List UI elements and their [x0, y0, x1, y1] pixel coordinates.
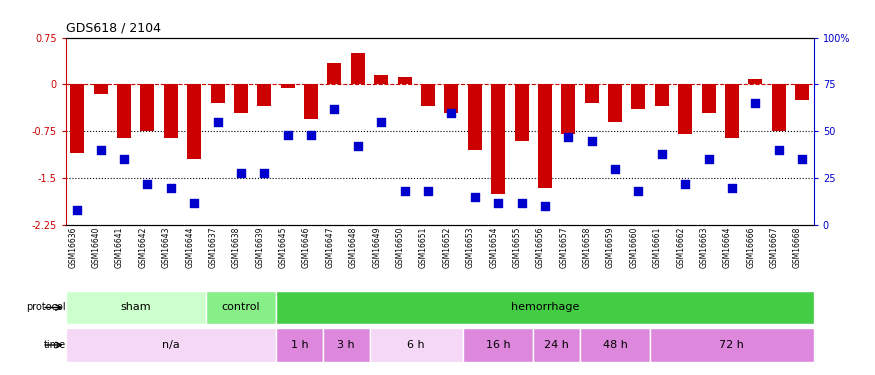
Point	[632, 188, 646, 194]
Bar	[70, 84, 84, 153]
Text: sham: sham	[121, 303, 151, 312]
Bar	[351, 53, 365, 84]
Text: 72 h: 72 h	[719, 340, 745, 350]
Text: 3 h: 3 h	[338, 340, 355, 350]
Bar	[580, 328, 650, 362]
Bar	[323, 328, 369, 362]
Point	[281, 132, 295, 138]
Text: 6 h: 6 h	[408, 340, 425, 350]
Bar	[748, 80, 762, 84]
Bar	[654, 84, 668, 106]
Point	[772, 147, 786, 153]
Point	[257, 170, 271, 176]
Text: GDS618 / 2104: GDS618 / 2104	[66, 22, 161, 35]
Bar	[66, 291, 206, 324]
Text: protocol: protocol	[26, 303, 66, 312]
Point	[327, 106, 341, 112]
Point	[164, 184, 178, 190]
Text: 24 h: 24 h	[544, 340, 569, 350]
Bar	[304, 84, 318, 119]
Bar	[533, 328, 580, 362]
Text: time: time	[44, 340, 66, 350]
Bar	[164, 84, 178, 138]
Point	[374, 119, 388, 125]
Bar	[206, 291, 276, 324]
Bar	[632, 84, 646, 109]
Point	[608, 166, 622, 172]
Point	[234, 170, 248, 176]
Bar	[724, 84, 739, 138]
Text: 1 h: 1 h	[290, 340, 308, 350]
Bar	[397, 77, 411, 84]
Bar	[187, 84, 201, 159]
Point	[70, 207, 84, 213]
Bar	[650, 328, 814, 362]
Point	[561, 134, 575, 140]
Bar	[514, 84, 528, 141]
Point	[304, 132, 318, 138]
Bar	[468, 84, 482, 150]
Point	[584, 138, 598, 144]
Bar	[795, 84, 809, 100]
Text: 16 h: 16 h	[486, 340, 510, 350]
Bar	[66, 328, 276, 362]
Text: hemorrhage: hemorrhage	[511, 303, 579, 312]
Point	[141, 181, 155, 187]
Bar	[584, 84, 598, 103]
Point	[678, 181, 692, 187]
Bar	[257, 84, 271, 106]
Point	[351, 143, 365, 149]
Bar	[327, 63, 341, 84]
Point	[187, 200, 201, 206]
Text: 48 h: 48 h	[603, 340, 627, 350]
Bar	[702, 84, 716, 112]
Point	[748, 100, 762, 106]
Point	[514, 200, 528, 206]
Bar	[234, 84, 248, 112]
Bar	[538, 84, 552, 188]
Bar	[772, 84, 786, 131]
Bar	[608, 84, 622, 122]
Bar	[678, 84, 692, 134]
Bar	[281, 84, 295, 87]
Point	[654, 151, 668, 157]
Bar	[369, 328, 463, 362]
Text: n/a: n/a	[162, 340, 179, 350]
Bar	[211, 84, 225, 103]
Point	[397, 188, 411, 194]
Point	[94, 147, 108, 153]
Point	[421, 188, 435, 194]
Text: control: control	[221, 303, 260, 312]
Bar	[561, 84, 575, 134]
Point	[795, 156, 809, 162]
Bar	[463, 328, 533, 362]
Bar	[491, 84, 505, 194]
Bar	[444, 84, 458, 112]
Point	[117, 156, 131, 162]
Bar	[117, 84, 131, 138]
Bar	[276, 328, 323, 362]
Bar	[94, 84, 108, 94]
Point	[491, 200, 505, 206]
Point	[702, 156, 716, 162]
Point	[444, 110, 458, 116]
Bar	[276, 291, 814, 324]
Point	[724, 184, 738, 190]
Point	[211, 119, 225, 125]
Bar	[421, 84, 435, 106]
Bar	[141, 84, 155, 131]
Point	[468, 194, 482, 200]
Point	[538, 203, 552, 209]
Bar	[374, 75, 388, 84]
